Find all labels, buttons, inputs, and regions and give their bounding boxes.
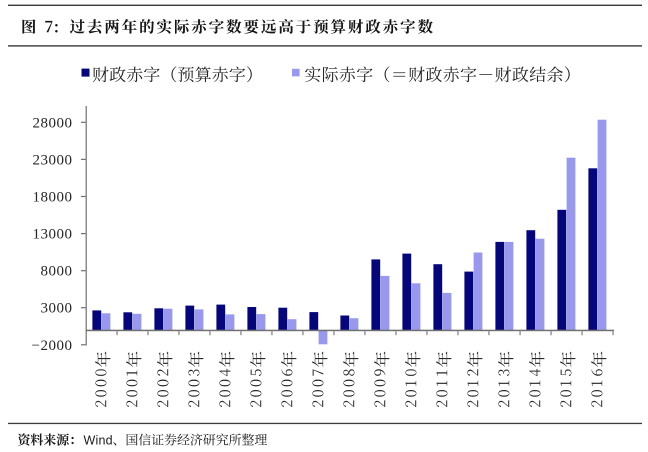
svg-text:23000: 23000 bbox=[33, 152, 73, 168]
svg-text:3000: 3000 bbox=[41, 301, 73, 317]
svg-text:28000: 28000 bbox=[33, 115, 73, 131]
svg-text:Wind: Wind bbox=[84, 434, 113, 448]
svg-text:18000: 18000 bbox=[33, 190, 73, 206]
svg-text:8000: 8000 bbox=[41, 264, 73, 280]
svg-text:−2000: −2000 bbox=[32, 338, 73, 354]
svg-text:13000: 13000 bbox=[33, 227, 73, 243]
